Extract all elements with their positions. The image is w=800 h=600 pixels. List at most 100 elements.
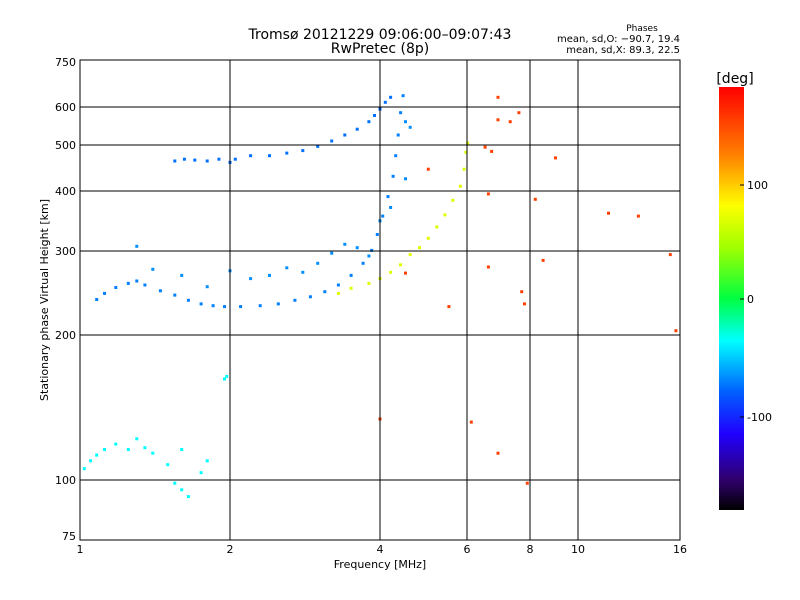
echo-point [308, 295, 312, 299]
x-tick-label: 8 [527, 543, 534, 556]
echo-point [199, 471, 203, 475]
echo-point [249, 277, 253, 281]
echo-point [404, 271, 407, 275]
echo-point [126, 448, 130, 451]
echo-point [373, 114, 376, 117]
echo-point [239, 305, 243, 309]
echo-point [636, 214, 640, 218]
echo-point [426, 167, 430, 171]
echo-point [517, 111, 521, 115]
echo-point [355, 127, 359, 131]
echo-point [469, 420, 473, 424]
echo-point [367, 254, 371, 258]
echo-point [462, 167, 466, 171]
echo-point [217, 157, 221, 161]
x-tick-marks [79, 534, 681, 540]
echo-point [114, 286, 118, 289]
echo-point [370, 248, 374, 252]
echo-point [330, 251, 334, 255]
y-tick-label: 750 [55, 56, 76, 69]
echo-point [205, 159, 209, 163]
echo-point [451, 198, 455, 202]
echo-point [173, 293, 177, 297]
echo-point [223, 305, 226, 309]
echo-point [223, 377, 226, 381]
echo-point [316, 144, 320, 148]
echo-point [233, 157, 237, 161]
echo-point [336, 283, 340, 287]
x-tick-labels: 1 2 4 6 8 10 16 [77, 543, 688, 556]
echo-point [180, 448, 184, 451]
echo-point [180, 273, 184, 277]
echo-point [396, 133, 400, 137]
echo-point [496, 451, 500, 455]
echo-point [249, 154, 253, 158]
y-tick-label: 400 [55, 185, 76, 198]
echo-point [349, 286, 353, 290]
echo-point [520, 290, 524, 294]
x-tick-label: 10 [571, 543, 585, 556]
echo-point [343, 133, 347, 137]
echo-point [426, 236, 430, 240]
echo-point [285, 151, 289, 155]
phases-x-mode: mean, sd,X: 89.3, 22.5 [566, 45, 680, 56]
echo-point [193, 158, 197, 162]
echo-point [225, 374, 229, 378]
x-tick-label: 6 [464, 543, 471, 556]
echo-point [211, 304, 215, 308]
y-tick-label: 75 [62, 530, 76, 543]
colorbar-unit-label: [deg] [716, 71, 753, 87]
echo-point [205, 285, 209, 289]
echo-point [349, 273, 353, 277]
echo-point [82, 467, 86, 471]
echo-point [490, 149, 494, 153]
chart-subtitle: RwPretec (8p) [331, 41, 429, 57]
echo-point [607, 211, 610, 215]
echo-point [316, 261, 320, 265]
colorbar-ticks [740, 184, 744, 418]
echo-point [293, 298, 297, 302]
echo-point [435, 225, 439, 229]
echo-point [143, 283, 147, 287]
echo-point [95, 453, 99, 457]
echo-point [383, 100, 387, 104]
echo-point [301, 149, 305, 153]
colorbar-tick-label: -100 [747, 411, 772, 424]
echo-point [404, 177, 407, 181]
echo-point [95, 298, 99, 301]
echo-point [135, 244, 139, 248]
chart-title: Tromsø 20121229 09:06:00–09:07:43 [248, 27, 512, 43]
x-tick-label: 16 [673, 543, 687, 556]
echo-point [525, 481, 529, 485]
echo-point [367, 281, 371, 285]
echo-point [496, 118, 500, 122]
echo-point [151, 267, 155, 271]
y-tick-labels: 75 100 200 300 400 500 600 750 [55, 56, 76, 543]
echo-point [389, 95, 393, 99]
echo-point [89, 459, 93, 463]
echo-point [394, 154, 398, 158]
echo-point [458, 184, 462, 188]
echo-point [135, 279, 139, 283]
echo-point [496, 95, 500, 99]
echo-point [135, 437, 139, 441]
echo-point [103, 448, 106, 451]
echo-point [486, 265, 490, 269]
echo-point [173, 481, 177, 485]
echo-point [447, 305, 451, 309]
echo-point [486, 192, 490, 196]
echo-point [389, 270, 393, 274]
echo-point [166, 463, 170, 467]
echo-point [668, 253, 672, 257]
y-tick-label: 200 [55, 329, 76, 342]
echo-point [523, 302, 526, 306]
echo-point [301, 270, 305, 274]
echo-point [404, 120, 407, 124]
echo-point [389, 206, 393, 209]
phases-o-mode: mean, sd,O: −90.7, 19.4 [557, 34, 680, 45]
echo-point [180, 488, 184, 492]
y-tick-label: 100 [55, 474, 76, 487]
colorbar-tick-labels: 100 0 -100 [747, 179, 772, 424]
echo-point [367, 120, 371, 124]
